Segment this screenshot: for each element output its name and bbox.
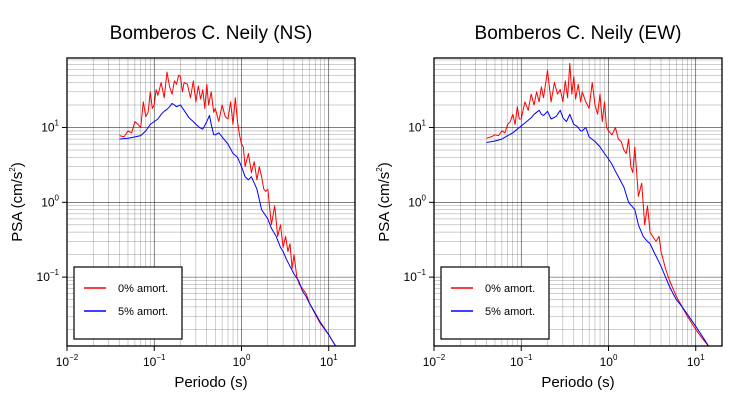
x-tick-label: 101 [687, 353, 705, 369]
x-axis-label: Periodo (s) [174, 374, 247, 391]
legend-label: 0% amort. [118, 283, 168, 295]
legend: 0% amort. 5% amort. [73, 266, 183, 340]
x-axis-label: Periodo (s) [541, 374, 614, 391]
y-tick-label: 100 [408, 193, 426, 209]
y-tick-label: 10−1 [404, 268, 427, 284]
x-tick-label: 10−1 [510, 353, 533, 369]
series-line-undamped [486, 62, 709, 347]
y-tick-label: 10−1 [37, 268, 60, 284]
chart-title: Bomberos C. Neily (EW) [475, 23, 682, 44]
chart-panel-2: 10−2 10−1 100 101 10−1 100 101 Bomberos C. Neil… [375, 23, 723, 391]
x-tick-label: 101 [320, 353, 338, 369]
series-line-damped [119, 102, 337, 347]
chart-panel-1: 10−2 10−1 100 101 10−1 100 101 Bomberos C. Neil… [8, 23, 356, 391]
legend: 0% amort. 5% amort. [440, 266, 550, 340]
grid [66, 58, 356, 346]
legend-label: 5% amort. [118, 306, 168, 318]
x-tick-label: 100 [233, 353, 251, 369]
legend-label: 5% amort. [485, 306, 535, 318]
legend-box [73, 266, 183, 340]
legend-box [440, 266, 550, 340]
x-tick-label: 100 [600, 353, 618, 369]
y-tick-label: 100 [41, 193, 59, 209]
y-axis-label: PSA (cm/s2) [375, 162, 393, 241]
x-tick-label: 10−1 [143, 353, 166, 369]
x-tick-label: 10−2 [56, 353, 79, 369]
chart-title: Bomberos C. Neily (NS) [110, 23, 313, 44]
grid [433, 58, 723, 346]
x-tick-label: 10−2 [423, 353, 446, 369]
y-axis-label: PSA (cm/s2) [8, 162, 26, 241]
y-tick-label: 101 [408, 119, 426, 135]
legend-label: 0% amort. [485, 283, 535, 295]
series-line-undamped [119, 71, 337, 347]
series-line-damped [486, 109, 709, 347]
y-tick-label: 101 [41, 119, 59, 135]
